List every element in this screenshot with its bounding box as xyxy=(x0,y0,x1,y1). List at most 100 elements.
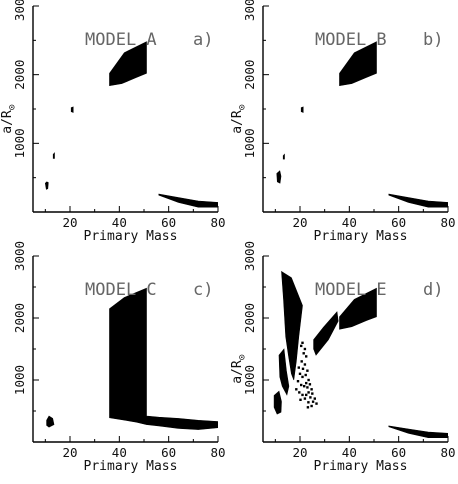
x-tick-label: 60 xyxy=(161,215,176,230)
data-point-24 xyxy=(307,401,310,404)
data-region-1 xyxy=(109,287,218,430)
data-region-3 xyxy=(70,106,74,113)
data-point-25 xyxy=(315,402,318,405)
x-tick-label: 80 xyxy=(210,445,225,460)
x-tick-label: 80 xyxy=(440,445,455,460)
data-point-18 xyxy=(307,391,310,394)
x-axis-label: Primary Mass xyxy=(84,229,178,244)
y-axis-label-sub: ⊙ xyxy=(237,354,248,360)
data-region-5 xyxy=(44,181,49,190)
y-tick-label: 3000 xyxy=(12,0,27,21)
data-point-14 xyxy=(308,383,312,386)
data-point-10 xyxy=(304,373,307,377)
model-title: MODEL C xyxy=(85,280,157,300)
x-tick-label: 80 xyxy=(210,215,225,230)
model-title: MODEL E xyxy=(315,280,387,300)
x-tick-label: 40 xyxy=(342,215,357,230)
x-tick-label: 60 xyxy=(391,445,406,460)
data-point-32 xyxy=(298,391,301,394)
data-point-7 xyxy=(303,363,307,366)
data-point-20 xyxy=(305,393,308,397)
data-regions xyxy=(44,41,218,208)
data-point-29 xyxy=(296,380,300,383)
data-point-30 xyxy=(300,383,303,387)
data-point-4 xyxy=(302,352,305,355)
data-region-3 xyxy=(281,270,303,381)
x-tick-label: 80 xyxy=(440,215,455,230)
data-point-27 xyxy=(297,366,300,369)
data-region-2 xyxy=(388,425,448,439)
data-point-21 xyxy=(309,396,312,399)
data-point-31 xyxy=(295,388,298,391)
y-axis-label: a/R⊙ xyxy=(0,104,18,134)
x-axis-label: Primary Mass xyxy=(314,229,408,244)
model-title: MODEL B xyxy=(315,30,387,50)
data-region-2 xyxy=(388,193,448,208)
y-tick-label: 1000 xyxy=(242,365,257,395)
data-point-33 xyxy=(301,393,304,397)
y-tick-label: 2000 xyxy=(12,303,27,333)
data-point-6 xyxy=(300,360,303,363)
panel-4: 20 40 60 80 1000 2000 3000 MODEL E d) Primary Mas… xyxy=(230,241,456,474)
model-title: MODEL A xyxy=(85,30,157,50)
y-axis-label-sub: ⊙ xyxy=(7,104,18,110)
y-tick-label: 1000 xyxy=(12,365,27,395)
data-point-9 xyxy=(306,369,309,372)
data-region-1 xyxy=(339,287,377,330)
data-regions xyxy=(46,287,218,430)
data-point-16 xyxy=(303,385,306,388)
x-axis-label: Primary Mass xyxy=(84,459,178,474)
data-point-19 xyxy=(311,392,314,395)
x-tick-label: 40 xyxy=(112,215,127,230)
data-regions xyxy=(276,41,448,208)
panel-1: 20 40 60 80 1000 2000 3000 MODEL A a) Primary Mas… xyxy=(0,0,226,244)
data-point-26 xyxy=(310,404,313,408)
panel-label: b) xyxy=(423,30,443,50)
data-region-2 xyxy=(158,193,218,208)
data-point-35 xyxy=(299,398,302,401)
data-region-1 xyxy=(339,41,377,87)
y-tick-label: 3000 xyxy=(12,241,27,271)
x-tick-label: 20 xyxy=(292,215,307,230)
data-point-8 xyxy=(301,367,305,370)
y-axis-label-main: a/R xyxy=(230,360,245,384)
panel-label: a) xyxy=(193,30,213,50)
data-region-5 xyxy=(276,170,282,184)
panel-3: 20 40 60 80 1000 2000 3000 MODEL C c) Primary Mas… xyxy=(12,241,226,474)
y-tick-label: 2000 xyxy=(242,60,257,90)
data-point-17 xyxy=(310,388,313,391)
data-region-6 xyxy=(273,390,282,415)
y-axis-label: a/R⊙ xyxy=(230,104,248,134)
x-tick-label: 40 xyxy=(112,445,127,460)
panel-2: 20 40 60 80 1000 2000 3000 MODEL B b) Primary Mas… xyxy=(230,0,456,244)
x-tick-label: 20 xyxy=(292,445,307,460)
data-point-1 xyxy=(301,341,304,344)
data-point-13 xyxy=(305,381,308,385)
data-region-5 xyxy=(313,311,339,356)
data-point-34 xyxy=(303,397,307,400)
data-point-22 xyxy=(313,397,316,400)
data-region-4 xyxy=(52,152,55,159)
y-tick-label: 3000 xyxy=(242,0,257,21)
y-axis-label-sub: ⊙ xyxy=(237,104,248,110)
x-tick-label: 40 xyxy=(342,445,357,460)
y-tick-label: 2000 xyxy=(12,60,27,90)
data-regions xyxy=(273,270,448,439)
panel-label: d) xyxy=(423,280,443,300)
data-point-28 xyxy=(298,372,302,375)
x-axis-label: Primary Mass xyxy=(314,459,408,474)
data-point-36 xyxy=(306,406,310,409)
data-point-3 xyxy=(303,347,307,351)
data-point-5 xyxy=(305,355,308,358)
y-tick-label: 3000 xyxy=(242,241,257,271)
y-tick-label: 1000 xyxy=(12,128,27,158)
data-point-11 xyxy=(301,375,304,379)
data-point-23 xyxy=(311,400,315,403)
data-point-15 xyxy=(306,386,309,389)
data-region-2 xyxy=(46,415,55,428)
panel-label: c) xyxy=(193,280,213,300)
y-tick-label: 2000 xyxy=(242,303,257,333)
x-tick-label: 20 xyxy=(62,215,77,230)
y-axis-label: a/R⊙ xyxy=(230,354,248,384)
